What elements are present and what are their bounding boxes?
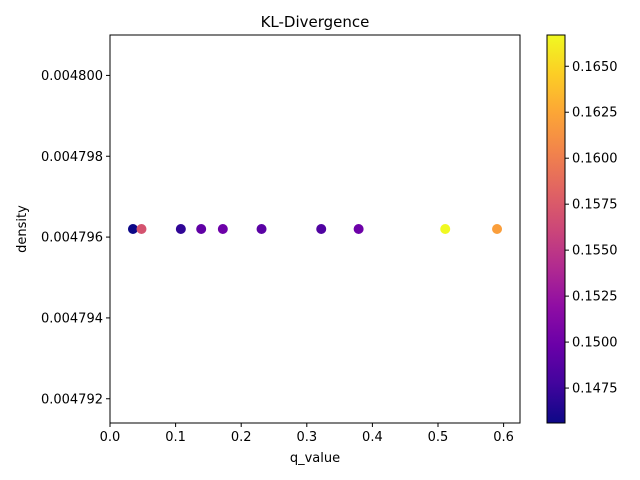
colorbar-tick-label: 0.1525	[572, 290, 618, 305]
colorbar-tick-label: 0.1500	[572, 336, 618, 351]
colorbar-tick-label: 0.1625	[572, 106, 618, 121]
data-points	[128, 224, 502, 234]
colorbar-tick-label: 0.1475	[572, 382, 618, 397]
x-tick-label: 0.2	[231, 430, 252, 445]
y-tick-label: 0.004798	[41, 150, 103, 165]
colorbar	[547, 35, 565, 423]
data-point	[492, 224, 502, 234]
data-point	[128, 224, 138, 234]
data-point	[218, 224, 228, 234]
colorbar-tick-label: 0.1550	[572, 244, 618, 259]
colorbar-ticks: 0.1475 0.1500 0.1525 0.1550 0.1575 0.1600 0.16…	[565, 60, 618, 397]
data-point	[440, 224, 450, 234]
x-axis-ticks: 0.0 0.1 0.2 0.3 0.4 0.5 0.6	[100, 423, 514, 445]
x-tick-label: 0.4	[362, 430, 383, 445]
y-axis-ticks: 0.004792 0.004794 0.004796 0.004798 0.004800	[41, 69, 110, 407]
data-point	[196, 224, 206, 234]
x-tick-label: 0.0	[100, 430, 121, 445]
data-point	[176, 224, 186, 234]
colorbar-tick-label: 0.1600	[572, 152, 618, 167]
y-axis-label: density	[15, 205, 30, 253]
x-axis-label: q_value	[290, 451, 340, 466]
x-tick-label: 0.1	[165, 430, 186, 445]
x-tick-label: 0.5	[428, 430, 449, 445]
chart-title: KL-Divergence	[261, 13, 370, 31]
y-tick-label: 0.004794	[41, 311, 103, 326]
data-point	[136, 224, 146, 234]
y-tick-label: 0.004792	[41, 392, 103, 407]
data-point	[257, 224, 267, 234]
colorbar-tick-label: 0.1650	[572, 60, 618, 75]
data-point	[316, 224, 326, 234]
y-tick-label: 0.004796	[41, 231, 103, 246]
x-tick-label: 0.3	[296, 430, 317, 445]
colorbar-tick-label: 0.1575	[572, 198, 618, 213]
y-tick-label: 0.004800	[41, 69, 103, 84]
data-point	[354, 224, 364, 234]
x-tick-label: 0.6	[493, 430, 514, 445]
plot-area-frame	[110, 35, 520, 423]
